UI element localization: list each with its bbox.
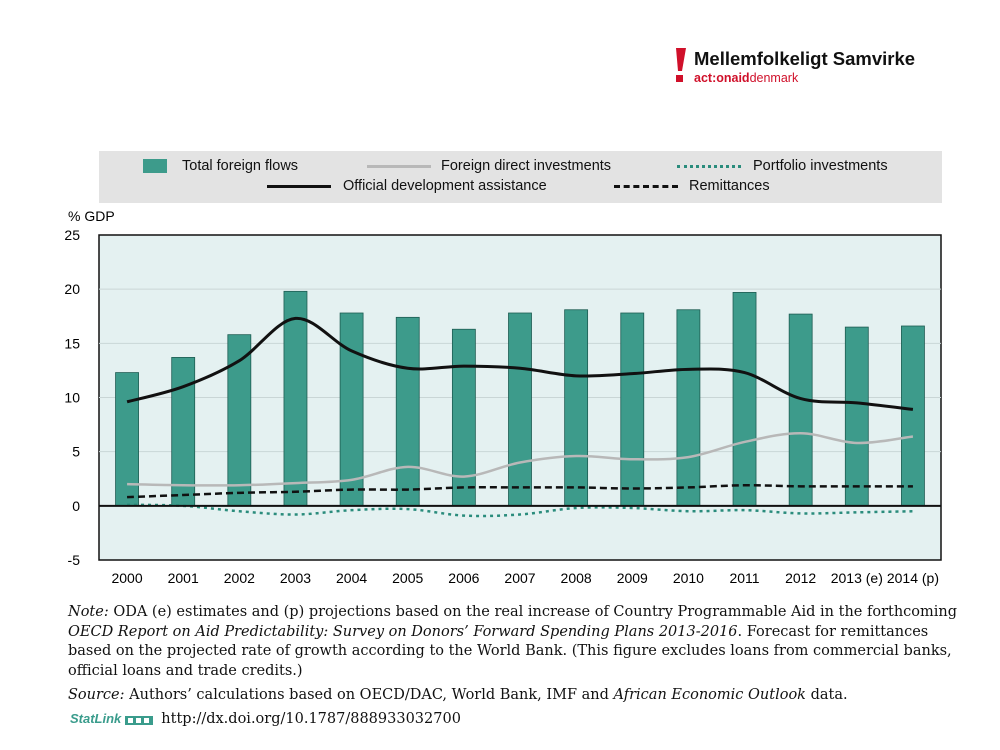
legend-label-portfolio: Portfolio investments xyxy=(753,158,888,174)
source-text-b: data. xyxy=(805,687,848,703)
x-tick-label: 2012 xyxy=(785,570,816,586)
x-tick-label: 2009 xyxy=(617,570,648,586)
x-tick-label: 2000 xyxy=(111,570,142,586)
bar-total-foreign-flows xyxy=(620,312,645,507)
y-tick-label: 5 xyxy=(72,444,80,460)
legend-swatch-total-foreign-flows xyxy=(143,159,167,173)
bar-total-foreign-flows xyxy=(676,309,701,507)
legend-label-fdi: Foreign direct investments xyxy=(441,158,612,174)
y-axis-label: % GDP xyxy=(68,208,115,224)
source-text-a: Authors’ calculations based on OECD/DAC,… xyxy=(124,687,614,703)
bar-total-foreign-flows xyxy=(844,326,869,507)
source-text-italic: African Economic Outlook xyxy=(613,687,806,703)
brand-sub-a: act:onaid xyxy=(694,71,750,85)
y-tick-label: 25 xyxy=(64,227,80,243)
brand-subtitle: act:onaiddenmark xyxy=(694,71,798,85)
legend-label-oda: Official development assistance xyxy=(343,178,547,194)
x-tick-label: 2003 xyxy=(280,570,311,586)
source-label: Source: xyxy=(68,687,125,703)
statlink-url[interactable]: http://dx.doi.org/10.1787/888933032700 xyxy=(161,711,461,727)
note-text-b: . Forecast for remittances based on the … xyxy=(68,623,952,679)
bar-total-foreign-flows xyxy=(115,372,139,507)
x-tick-label: 2008 xyxy=(561,570,592,586)
brand-sub-b: denmark xyxy=(749,71,799,85)
brand-logo: Mellemfolkeligt Samvirke act:onaiddenmar… xyxy=(672,44,962,90)
exclamation-logo-icon xyxy=(676,48,686,82)
line-portfolio xyxy=(127,503,913,518)
source-paragraph: Source: Authors’ calculations based on O… xyxy=(68,686,963,706)
y-tick-label: -5 xyxy=(68,552,81,568)
y-tick-label: 0 xyxy=(72,498,80,514)
x-tick-label: 2002 xyxy=(224,570,255,586)
bar-total-foreign-flows xyxy=(451,328,476,507)
note-text-a: ODA (e) estimates and (p) projections ba… xyxy=(108,604,958,620)
x-tick-label: 2014 (p) xyxy=(887,570,939,586)
x-tick-labels: 2000 2001 2002 2003 2004 2005 2006 2007 2008 2009… xyxy=(111,570,939,586)
note-paragraph: Note: ODA (e) estimates and (p) projecti… xyxy=(68,603,963,681)
brand-name: Mellemfolkeligt Samvirke xyxy=(694,48,916,69)
x-tick-label: 2010 xyxy=(673,570,704,586)
legend-swatch-portfolio xyxy=(677,165,741,168)
bar-total-foreign-flows xyxy=(788,313,813,507)
legend-label-total-foreign-flows: Total foreign flows xyxy=(182,158,299,174)
bar-total-foreign-flows xyxy=(339,312,364,507)
legend-swatch-oda xyxy=(267,185,331,188)
bar-total-foreign-flows xyxy=(283,290,308,507)
x-tick-label: 2013 (e) xyxy=(831,570,883,586)
bar-total-foreign-flows xyxy=(901,325,925,507)
legend-swatch-fdi xyxy=(367,165,431,168)
chart-legend: Total foreign flows Foreign direct inves… xyxy=(99,151,942,203)
note-label: Note: xyxy=(68,604,109,620)
line-fdi xyxy=(127,431,914,487)
x-tick-label: 2001 xyxy=(168,570,199,586)
x-tick-label: 2006 xyxy=(448,570,479,586)
series-lines xyxy=(126,316,914,518)
statlink-label: StatLink xyxy=(70,711,122,726)
bar-total-foreign-flows xyxy=(564,309,589,507)
bar-total-foreign-flows xyxy=(395,316,420,507)
statlink: StatLink http://dx.doi.org/10.1787/888933… xyxy=(70,711,461,727)
y-tick-label: 20 xyxy=(64,281,80,297)
bar-total-foreign-flows xyxy=(171,357,196,507)
line-oda xyxy=(126,316,914,411)
x-tick-label: 2007 xyxy=(504,570,535,586)
legend-swatch-remittances xyxy=(614,185,678,188)
statlink-icon xyxy=(125,714,154,725)
legend-label-remittances: Remittances xyxy=(689,178,770,194)
x-tick-label: 2005 xyxy=(392,570,423,586)
y-tick-label: 10 xyxy=(64,390,80,406)
figure-notes: Note: ODA (e) estimates and (p) projecti… xyxy=(68,603,963,706)
bar-total-foreign-flows xyxy=(732,292,757,507)
y-tick-label: 15 xyxy=(64,335,80,351)
x-tick-label: 2011 xyxy=(729,570,759,586)
y-tick-labels: -5 0 5 10 15 20 25 xyxy=(64,227,80,568)
note-text-italic: OECD Report on Aid Predictability: Surve… xyxy=(68,623,738,640)
x-tick-label: 2004 xyxy=(336,570,367,586)
bar-total-foreign-flows xyxy=(508,312,532,507)
